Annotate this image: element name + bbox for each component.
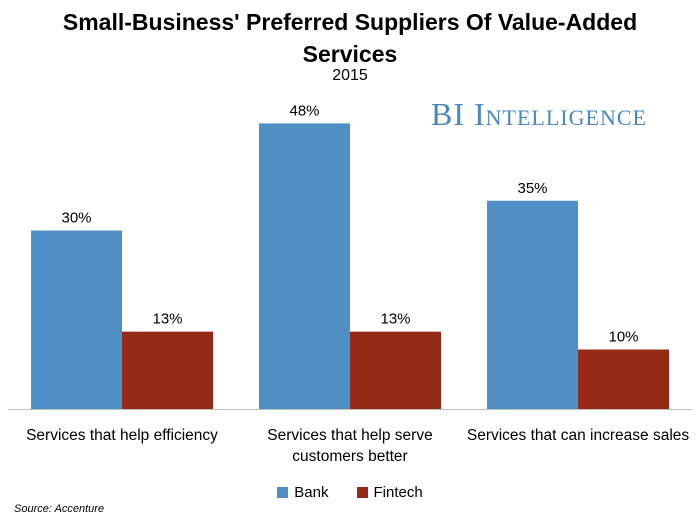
bar-fintech-3 — [578, 349, 669, 409]
legend-item-fintech: Fintech — [356, 484, 423, 501]
legend: Bank Fintech — [0, 484, 700, 501]
data-label-bank-1: 30% — [61, 210, 91, 227]
data-label-fintech-1: 13% — [152, 311, 182, 328]
legend-item-bank: Bank — [277, 484, 329, 501]
data-label-bank-2: 48% — [289, 102, 319, 119]
bar-bank-2 — [259, 123, 350, 410]
category-label-1: Services that help efficiency — [26, 427, 218, 444]
legend-label-bank: Bank — [294, 484, 329, 501]
data-label-bank-3: 35% — [517, 180, 547, 197]
bi-intelligence-logo: BI Intelligence — [431, 96, 647, 132]
legend-swatch-fintech — [356, 487, 368, 498]
data-label-fintech-3: 10% — [608, 329, 638, 346]
chart-title: Small-Business' Preferred Suppliers Of V… — [62, 9, 638, 67]
chart-subtitle: 2015 — [332, 67, 368, 84]
bar-fintech-2 — [350, 331, 441, 409]
category-label-2-line-1: Services that help serve — [267, 427, 432, 444]
bar-bank-3 — [487, 200, 578, 409]
source-note: Source: Accenture — [14, 503, 105, 515]
legend-swatch-bank — [277, 487, 289, 498]
category-label-3: Services that can increase sales — [467, 427, 690, 444]
bar-bank-1 — [31, 230, 122, 409]
bar-fintech-1 — [122, 331, 213, 409]
data-label-fintech-2: 13% — [380, 311, 410, 328]
category-label-2-line-2: customers better — [292, 448, 407, 465]
legend-label-fintech: Fintech — [373, 484, 423, 501]
